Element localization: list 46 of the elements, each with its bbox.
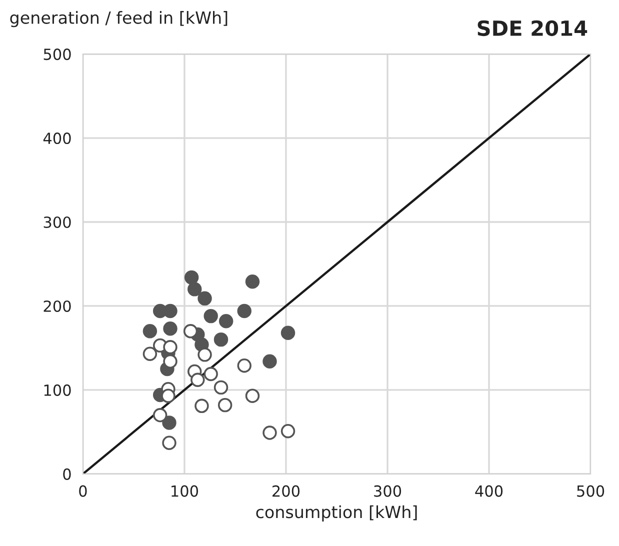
point — [162, 416, 176, 430]
point — [184, 270, 199, 285]
point — [204, 308, 218, 324]
point — [214, 380, 228, 395]
point — [194, 398, 209, 414]
point — [142, 324, 158, 338]
x-tick-label: 400 — [475, 485, 503, 497]
point — [198, 291, 212, 306]
x-tick-label: 100 — [172, 485, 198, 497]
y-tick-label: 100 — [44, 384, 71, 396]
point — [163, 340, 178, 354]
point — [262, 354, 277, 369]
x-tick-label: 300 — [374, 485, 402, 497]
point — [183, 324, 198, 338]
point — [237, 304, 252, 318]
point — [218, 314, 234, 328]
y-tick-label: 500 — [44, 48, 71, 60]
point — [152, 408, 168, 422]
x-tick-label: 200 — [272, 485, 300, 497]
x-tick-label: 0 — [79, 485, 87, 497]
point — [204, 366, 218, 382]
point — [163, 322, 178, 336]
point — [142, 346, 158, 361]
point — [218, 398, 232, 412]
point — [161, 388, 176, 403]
point — [162, 436, 176, 450]
x-tick-label: 500 — [577, 485, 604, 497]
x-axis-title: consumption [kWh] — [256, 505, 417, 522]
y-tick-label: 400 — [43, 132, 71, 144]
y-tick-label: 200 — [44, 300, 71, 312]
point — [245, 388, 260, 403]
point — [188, 282, 202, 296]
point — [280, 424, 296, 438]
point — [198, 348, 212, 362]
point — [163, 354, 178, 369]
y-tick-label: 300 — [44, 216, 71, 228]
point — [262, 426, 277, 440]
point — [280, 326, 296, 340]
point — [245, 274, 260, 289]
point — [190, 372, 205, 387]
point — [237, 358, 252, 373]
chart-title: SDE 2014 — [478, 20, 588, 36]
point — [214, 332, 228, 347]
y-tick-label: 0 — [63, 468, 71, 480]
y-axis-title: generation / feed in [kWh] — [10, 11, 228, 28]
point — [163, 304, 178, 318]
